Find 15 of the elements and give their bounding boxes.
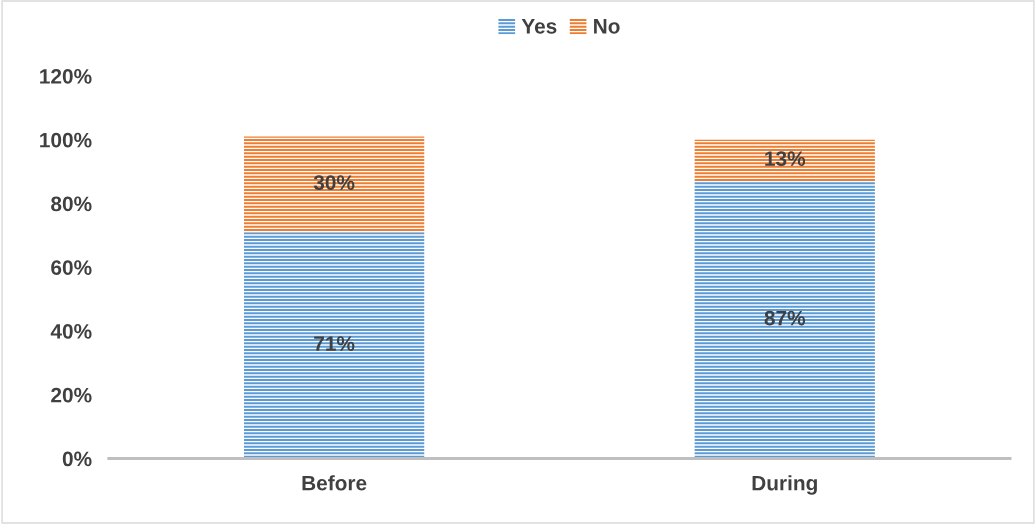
bar xyxy=(694,139,875,182)
y-tick-label: 60% xyxy=(51,260,92,275)
legend-label: Yes xyxy=(521,19,557,34)
legend-label: No xyxy=(594,19,620,34)
y-tick-label: 40% xyxy=(50,323,92,339)
y-tick-label: 0% xyxy=(62,451,92,467)
y-tick-label: 80% xyxy=(51,196,92,212)
bar xyxy=(243,136,425,233)
x-tick-label: During xyxy=(752,475,817,495)
bar xyxy=(694,181,875,459)
x-tick-label: Before xyxy=(302,475,367,491)
y-tick-label: 100% xyxy=(40,132,92,148)
bar xyxy=(243,232,425,459)
y-tick-label: 20% xyxy=(51,387,92,403)
y-tick-label: 120% xyxy=(40,68,92,84)
